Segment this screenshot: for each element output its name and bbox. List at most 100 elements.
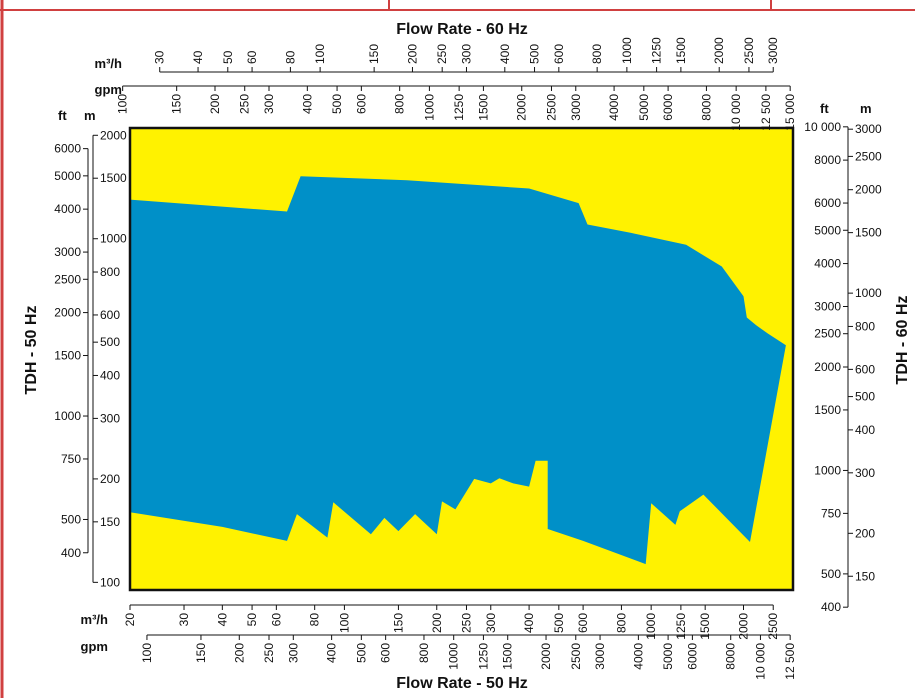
bottom-gpm-tick-label: 400 [325,643,339,663]
bottom-gpm-tick-label: 1250 [476,643,490,670]
bottom-gpm-tick-label: 150 [194,643,208,663]
top-m3h-tick-label: 400 [498,44,512,64]
right-ft-tick-label: 1000 [814,463,841,477]
left-ft-unit-label: ft [58,108,67,123]
bottom-gpm-tick-label: 3000 [593,643,607,670]
top-gpm-tick-label: 3000 [569,94,583,121]
bottom-gpm-tick-label: 1000 [447,643,461,670]
bottom-m3h-tick-label: 600 [576,613,590,633]
top-m3h-tick-label: 1250 [650,37,664,64]
top-gpm-tick-label: 400 [300,94,314,114]
left-m-tick-label: 100 [100,575,120,589]
bottom-m3h-tick-label: 2000 [737,613,751,640]
top-m3h-tick-label: 500 [528,44,542,64]
right-m-tick-label: 3000 [855,122,882,136]
right-ft-tick-label: 10 000 [804,120,841,134]
right-ft-tick-label: 4000 [814,257,841,271]
right-axis-title: TDH - 60 Hz [894,296,911,385]
right-ft-tick-label: 500 [821,567,841,581]
bottom-gpm-tick-label: 2500 [569,643,583,670]
axes-layer: 30 40 50 60 80 100 150 200 250 300 400 500 600 800 100… [54,37,882,680]
left-ft-tick-label: 5000 [54,169,81,183]
right-m-tick-label: 200 [855,526,875,540]
bottom-gpm-tick-label: 8000 [724,643,738,670]
bottom-gpm-tick-label: 4000 [631,643,645,670]
top-gpm-tick-label: 500 [330,94,344,114]
left-ft-tick-label: 1500 [54,349,81,363]
bottom-gpm-unit-label: gpm [81,639,108,654]
bottom-m3h-tick-label: 1250 [674,613,688,640]
top-gpm-tick-label: 800 [393,94,407,114]
right-m-tick-label: 2000 [855,183,882,197]
left-ft-tick-label: 6000 [54,142,81,156]
top-gpm-tick-label: 8000 [699,94,713,121]
left-m-tick-label: 300 [100,411,120,425]
left-m-tick-label: 1000 [100,232,127,246]
top-m3h-tick-label: 800 [590,44,604,64]
bottom-m3h-unit-label: m³/h [81,612,109,627]
bottom-m3h-tick-label: 400 [522,613,536,633]
operating-envelope-area [130,176,786,565]
left-m-tick-label: 600 [100,308,120,322]
left-ft-tick-label: 400 [61,546,81,560]
top-m3h-tick-label: 600 [552,44,566,64]
bottom-m3h-tick-label: 250 [459,613,473,633]
bottom-m3h-tick-label: 500 [552,613,566,633]
right-m-tick-label: 500 [855,390,875,404]
top-gpm-tick-label: 100 [116,94,130,114]
left-ft-tick-label: 500 [61,512,81,526]
top-m3h-tick-label: 250 [435,44,449,64]
right-ft-tick-label: 3000 [814,299,841,313]
right-m-tick-label: 150 [855,569,875,583]
bottom-gpm-tick-label: 12 500 [783,643,797,680]
left-m-tick-label: 2000 [100,128,127,142]
right-ft-tick-label: 1500 [814,403,841,417]
bottom-m3h-tick-label: 50 [245,613,259,627]
bottom-m3h-tick-label: 20 [123,613,137,627]
top-gpm-tick-label: 2500 [544,94,558,121]
left-ft-tick-label: 2000 [54,306,81,320]
bottom-gpm-tick-label: 500 [354,643,368,663]
top-gpm-tick-label: 150 [170,94,184,114]
left-ft-tick-label: 1000 [54,409,81,423]
right-ft-unit-label: ft [820,101,829,116]
top-m3h-tick-label: 2500 [742,37,756,64]
bottom-gpm-tick-label: 250 [262,643,276,663]
bottom-m3h-tick-label: 200 [430,613,444,633]
bottom-m3h-tick-label: 150 [391,613,405,633]
left-m-unit-label: m [84,108,96,123]
right-m-tick-label: 400 [855,423,875,437]
bottom-gpm-tick-label: 200 [232,643,246,663]
right-m-tick-label: 800 [855,319,875,333]
left-ft-tick-label: 4000 [54,202,81,216]
right-m-tick-label: 1000 [855,286,882,300]
top-m3h-tick-label: 3000 [766,37,780,64]
bottom-m3h-tick-label: 40 [215,613,229,627]
bottom-m3h-tick-label: 800 [614,613,628,633]
top-m3h-tick-label: 60 [245,50,259,64]
left-m-tick-label: 200 [100,472,120,486]
top-gpm-tick-label: 250 [238,94,252,114]
top-m3h-tick-label: 80 [283,50,297,64]
right-m-tick-label: 300 [855,466,875,480]
top-m3h-tick-label: 40 [191,50,205,64]
right-ft-tick-label: 5000 [814,223,841,237]
right-ft-tick-label: 2000 [814,360,841,374]
top-m3h-tick-label: 300 [459,44,473,64]
top-gpm-tick-label: 12 500 [759,94,773,131]
bottom-gpm-tick-label: 1500 [501,643,515,670]
bottom-m3h-tick-label: 30 [177,613,191,627]
top-m3h-tick-label: 150 [367,44,381,64]
top-m3h-tick-label: 1500 [674,37,688,64]
right-m-tick-label: 600 [855,362,875,376]
right-m-tick-label: 2500 [855,149,882,163]
top-gpm-tick-label: 1500 [476,94,490,121]
top-gpm-tick-label: 6000 [661,94,675,121]
left-ft-tick-label: 2500 [54,272,81,286]
top-m3h-tick-label: 200 [405,44,419,64]
top-gpm-tick-label: 4000 [607,94,621,121]
bottom-m3h-tick-label: 2500 [766,613,780,640]
right-ft-tick-label: 400 [821,600,841,614]
top-gpm-tick-label: 1250 [452,94,466,121]
